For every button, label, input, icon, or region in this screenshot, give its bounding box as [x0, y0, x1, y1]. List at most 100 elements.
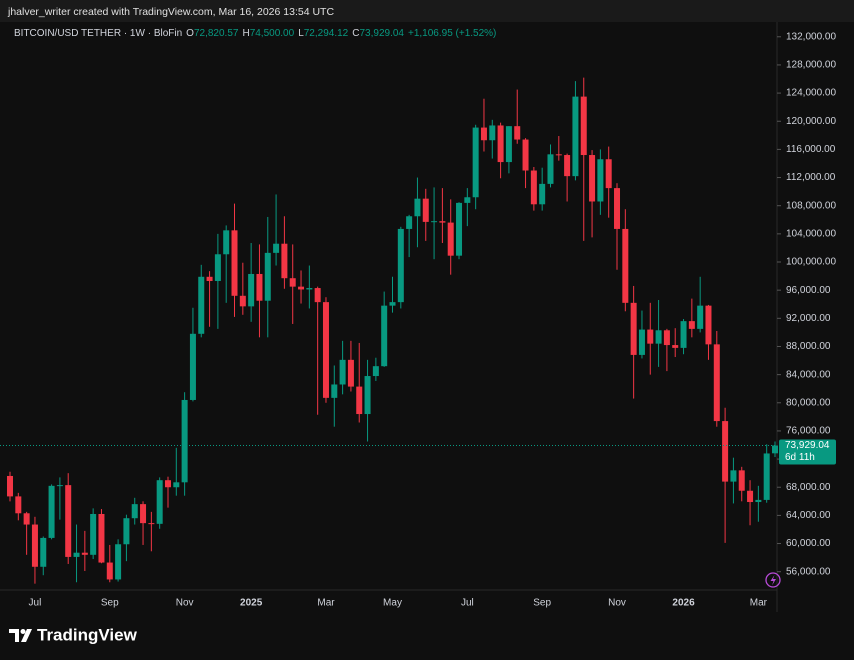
- candle-body: [638, 329, 645, 355]
- candle-body: [381, 305, 388, 367]
- x-tick-label: Jul: [461, 598, 474, 609]
- candle-body: [256, 273, 263, 301]
- candle-body: [547, 154, 554, 184]
- candle-body: [472, 127, 479, 198]
- candle-body: [298, 286, 305, 290]
- candle-body: [164, 480, 171, 488]
- candle-body: [630, 302, 637, 355]
- candle-body: [489, 125, 496, 141]
- candle-body: [680, 321, 687, 348]
- candle-body: [56, 485, 63, 487]
- candle-body: [406, 216, 413, 229]
- legend: BITCOIN/USD TETHER · 1W · BloFin O72,820.…: [14, 28, 496, 39]
- legend-key: O: [186, 28, 194, 39]
- candle-body: [148, 523, 155, 525]
- y-tick-label: 68,000.00: [786, 482, 831, 493]
- candle-body: [314, 288, 321, 303]
- brand: TradingView: [37, 625, 138, 644]
- logo: [9, 629, 32, 642]
- candle-body: [347, 359, 354, 387]
- candle-body: [397, 228, 404, 303]
- candle-body: [264, 252, 271, 301]
- candle-body: [605, 159, 612, 189]
- candle-body: [755, 499, 762, 503]
- candle-body: [522, 139, 529, 171]
- candle-body: [131, 504, 138, 519]
- legend-key: H: [242, 28, 249, 39]
- y-tick-label: 64,000.00: [786, 510, 831, 521]
- candle-body: [248, 273, 255, 307]
- candle-body: [597, 159, 604, 202]
- candle-body: [306, 288, 313, 290]
- y-tick-label: 96,000.00: [786, 285, 831, 296]
- candle-body: [223, 230, 230, 255]
- candle-body: [339, 359, 346, 385]
- candle-body: [722, 421, 729, 482]
- y-tick-label: 112,000.00: [786, 172, 836, 183]
- candle-body: [763, 453, 770, 500]
- price-label: 73,929.04: [785, 440, 830, 451]
- candle-body: [555, 154, 562, 156]
- x-tick-label: Jul: [29, 598, 42, 609]
- candle-body: [422, 198, 429, 222]
- y-tick-label: 84,000.00: [786, 369, 831, 380]
- candle-body: [364, 376, 371, 415]
- candle-body: [40, 537, 47, 567]
- candle-body: [747, 490, 754, 503]
- candle-body: [23, 513, 30, 525]
- candle-body: [198, 276, 205, 334]
- candle-body: [173, 482, 180, 488]
- candle-body: [464, 197, 471, 203]
- candle-body: [98, 513, 105, 563]
- candle-body: [439, 221, 446, 223]
- candle-body: [672, 345, 679, 348]
- candle-body: [414, 198, 421, 217]
- candle-body: [48, 485, 55, 538]
- candle-body: [480, 127, 487, 141]
- y-tick-label: 120,000.00: [786, 116, 836, 127]
- candle-body: [772, 445, 778, 454]
- candle-body: [530, 170, 537, 205]
- legend-value: 74,500.00: [250, 28, 295, 39]
- candle-body: [206, 276, 213, 282]
- x-tick-label: Sep: [533, 598, 551, 609]
- candle-body: [589, 155, 596, 202]
- candle-body: [372, 366, 379, 377]
- candle-body: [580, 96, 587, 156]
- candle-body: [622, 228, 629, 303]
- candle-body: [497, 125, 504, 163]
- candle-body: [647, 329, 654, 344]
- y-tick-label: 104,000.00: [786, 228, 836, 239]
- candle-body: [505, 126, 512, 163]
- y-tick-label: 116,000.00: [786, 144, 836, 155]
- candle-body: [564, 155, 571, 177]
- y-tick-label: 124,000.00: [786, 88, 836, 99]
- candle-body: [115, 544, 122, 580]
- candle-body: [738, 470, 745, 491]
- x-tick-label: 2025: [240, 598, 263, 609]
- chart-title: BITCOIN/USD TETHER · 1W · BloFin: [14, 28, 182, 39]
- y-tick-label: 132,000.00: [786, 31, 836, 42]
- candle-body: [7, 475, 13, 497]
- candle-body: [331, 384, 338, 398]
- candle-body: [730, 470, 737, 482]
- candle-body: [713, 344, 720, 422]
- candle-body: [189, 333, 196, 400]
- candle-body: [31, 524, 38, 567]
- candle-body: [322, 302, 329, 398]
- candle-body: [214, 254, 221, 282]
- candle-body: [705, 305, 712, 345]
- caption-bar: [0, 0, 854, 22]
- y-tick-label: 80,000.00: [786, 397, 831, 408]
- candle-body: [15, 496, 22, 514]
- legend-value: 72,294.12: [304, 28, 349, 39]
- legend-change: +1,106.95 (+1.52%): [408, 28, 496, 39]
- candle-body: [572, 96, 579, 177]
- caption: jhalver_writer created with TradingView.…: [7, 6, 334, 18]
- y-tick-label: 88,000.00: [786, 341, 831, 352]
- candle-body: [90, 513, 97, 555]
- candle-body: [231, 230, 238, 296]
- legend-key: C: [352, 28, 359, 39]
- x-tick-label: Nov: [608, 598, 626, 609]
